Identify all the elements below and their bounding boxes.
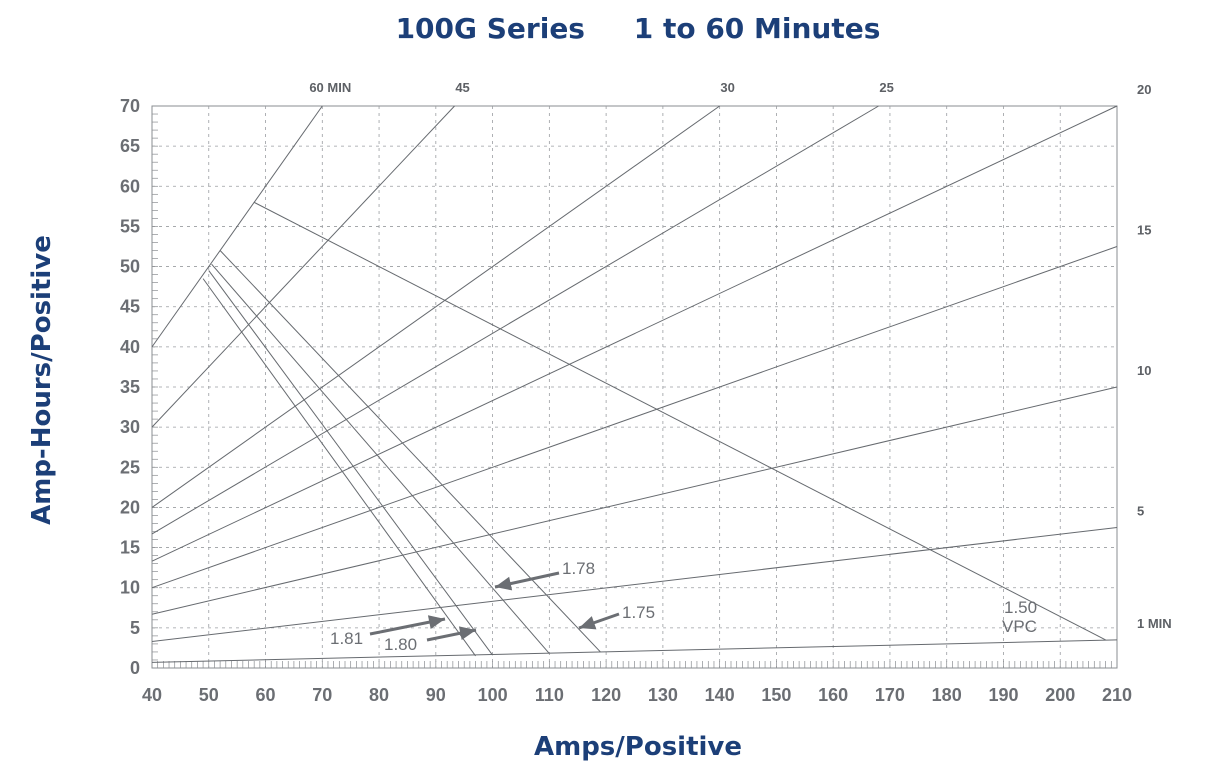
duration-label: 15 (1137, 223, 1151, 238)
voltage-curve (211, 263, 550, 654)
x-tick-label: 40 (142, 685, 162, 705)
y-tick-label: 25 (120, 457, 140, 477)
y-tick-label: 20 (120, 497, 140, 517)
y-tick-label: 45 (120, 297, 140, 317)
x-tick-label: 210 (1102, 685, 1132, 705)
vpc-arrow-head (458, 626, 476, 641)
x-tick-label: 110 (535, 685, 564, 705)
voltage-curve (208, 270, 493, 656)
duration-line (151, 105, 323, 348)
y-tick-label: 55 (120, 216, 140, 236)
x-tick-label: 170 (875, 685, 905, 705)
duration-line (151, 246, 1118, 589)
tick-labels: 40 50 60 70 80 90 100 110 120 130 140 150 160 170 180 1… (120, 96, 1132, 705)
y-axis-label: Amp-Hours/Positive (27, 235, 57, 525)
x-tick-label: 160 (818, 685, 848, 705)
y-tick-label: 10 (120, 578, 140, 598)
duration-line (151, 386, 1118, 615)
vpc-arrow-head (579, 616, 597, 630)
duration-line (151, 527, 1118, 643)
voltage-curve (253, 201, 1106, 641)
vpc-label: 1.80 (384, 635, 417, 654)
duration-line (151, 105, 1118, 562)
chart-title: 100G Series 1 to 60 Minutes (396, 12, 881, 45)
x-tick-label: 150 (761, 685, 791, 705)
vpc-label: 1.78 (562, 559, 595, 578)
duration-label: 10 (1137, 363, 1151, 378)
x-tick-label: 60 (256, 685, 276, 705)
y-tick-label: 15 (120, 538, 140, 558)
duration-label: 25 (879, 80, 893, 95)
y-tick-label: 50 (120, 257, 140, 277)
vpc-label-value: 1.50 (1004, 598, 1037, 617)
voltage-curve (219, 250, 601, 653)
vpc-label: 1.75 (622, 603, 655, 622)
duration-label: 45 (455, 80, 469, 95)
x-tick-label: 100 (478, 685, 508, 705)
x-tick-label: 180 (932, 685, 962, 705)
duration-label: 30 (720, 80, 734, 95)
y-tick-label: 5 (130, 618, 140, 638)
duration-label: 1 MIN (1137, 616, 1172, 631)
y-tick-label: 60 (120, 176, 140, 196)
y-tick-label: 30 (120, 417, 140, 437)
y-tick-label: 35 (120, 377, 140, 397)
duration-line (151, 639, 1118, 663)
duration-labels: 60 MIN 45 30 25 20 15 10 5 1 MIN (309, 80, 1171, 631)
x-tick-label: 90 (426, 685, 446, 705)
y-tick-label: 0 (130, 658, 140, 678)
voltage-annotations: 1.81 1.80 1.78 1.75 (330, 559, 655, 654)
duration-line (151, 105, 720, 508)
x-tick-label: 80 (369, 685, 389, 705)
duration-line (151, 105, 879, 535)
vpc-arrow-head (495, 576, 513, 591)
vpc-label: 1.81 (330, 629, 363, 648)
x-tick-label: 140 (705, 685, 735, 705)
voltage-curve (202, 278, 476, 657)
vpc-arrow-head (427, 615, 445, 630)
series-lines (151, 105, 1118, 663)
x-axis-label: Amps/Positive (534, 732, 742, 762)
y-tick-label: 65 (120, 136, 140, 156)
x-tick-label: 50 (199, 685, 219, 705)
grid (152, 106, 1117, 668)
duration-label: 20 (1137, 82, 1151, 97)
duration-label: 5 (1137, 504, 1144, 519)
minor-ticks (151, 105, 1118, 669)
duration-label: 60 MIN (309, 80, 351, 95)
x-tick-label: 130 (648, 685, 678, 705)
vpc-label-unit: VPC (1002, 617, 1037, 636)
x-tick-label: 70 (312, 685, 332, 705)
y-tick-label: 70 (120, 96, 140, 116)
x-tick-label: 120 (591, 685, 621, 705)
x-tick-label: 190 (988, 685, 1018, 705)
y-tick-label: 40 (120, 337, 140, 357)
duration-line (151, 105, 455, 428)
x-tick-label: 200 (1045, 685, 1075, 705)
